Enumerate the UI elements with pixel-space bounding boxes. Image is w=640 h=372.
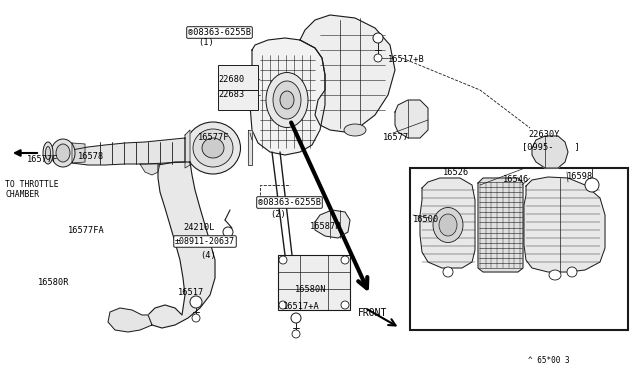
Text: 22630Y: 22630Y: [528, 130, 559, 139]
Polygon shape: [248, 130, 252, 165]
Circle shape: [291, 313, 301, 323]
Circle shape: [192, 314, 200, 322]
Circle shape: [292, 330, 300, 338]
Polygon shape: [250, 38, 325, 155]
Text: 16580R: 16580R: [38, 278, 70, 287]
Circle shape: [279, 301, 287, 309]
Bar: [278, 255, 350, 310]
Text: 16598: 16598: [567, 172, 593, 181]
Ellipse shape: [280, 91, 294, 109]
Ellipse shape: [549, 270, 561, 280]
Text: 16500: 16500: [413, 215, 439, 224]
Text: 16517: 16517: [178, 288, 204, 297]
Ellipse shape: [439, 214, 457, 236]
Text: 16577F: 16577F: [198, 133, 230, 142]
Text: 16578: 16578: [78, 152, 104, 161]
Polygon shape: [72, 143, 85, 163]
Bar: [218, 65, 258, 90]
Text: ®08363-6255B: ®08363-6255B: [258, 198, 321, 207]
Ellipse shape: [344, 124, 366, 136]
Text: ^ 65*00 3: ^ 65*00 3: [528, 356, 570, 365]
Circle shape: [279, 256, 287, 264]
Circle shape: [373, 33, 383, 43]
Ellipse shape: [266, 73, 308, 128]
Text: 16517+A: 16517+A: [283, 302, 320, 311]
Ellipse shape: [433, 208, 463, 243]
Polygon shape: [315, 210, 350, 238]
Ellipse shape: [45, 147, 51, 160]
Text: 22683: 22683: [218, 90, 244, 99]
Ellipse shape: [51, 139, 75, 167]
Text: 24210L: 24210L: [183, 223, 214, 232]
Circle shape: [443, 267, 453, 277]
Circle shape: [223, 227, 233, 237]
Polygon shape: [478, 178, 523, 272]
Polygon shape: [148, 162, 215, 328]
Ellipse shape: [202, 138, 224, 158]
Polygon shape: [72, 138, 185, 165]
Ellipse shape: [186, 122, 241, 174]
Polygon shape: [395, 100, 428, 138]
Text: ±08911-20637: ±08911-20637: [175, 237, 235, 246]
Text: [0995-    ]: [0995- ]: [522, 142, 580, 151]
Ellipse shape: [43, 142, 53, 164]
Text: TO THROTTLE
CHAMBER: TO THROTTLE CHAMBER: [5, 180, 59, 199]
Circle shape: [567, 267, 577, 277]
Text: 22680: 22680: [218, 75, 244, 84]
Circle shape: [341, 256, 349, 264]
Text: (1): (1): [198, 38, 214, 47]
Text: 16580N: 16580N: [295, 285, 326, 294]
Text: 16546: 16546: [503, 175, 529, 184]
Polygon shape: [524, 177, 605, 272]
Bar: [410, 168, 628, 330]
Text: ®08363-6255B: ®08363-6255B: [188, 28, 251, 37]
Circle shape: [374, 54, 382, 62]
Polygon shape: [108, 308, 152, 332]
Circle shape: [585, 178, 599, 192]
Text: 16526: 16526: [443, 168, 469, 177]
Ellipse shape: [273, 81, 301, 119]
Polygon shape: [420, 178, 475, 268]
Text: (2): (2): [270, 210, 285, 219]
Text: (4): (4): [200, 251, 216, 260]
Ellipse shape: [193, 129, 233, 167]
Circle shape: [190, 296, 202, 308]
Polygon shape: [140, 164, 160, 175]
Polygon shape: [185, 130, 190, 168]
Text: 16517+B: 16517+B: [388, 55, 425, 64]
Text: 16577: 16577: [383, 133, 409, 142]
Circle shape: [341, 301, 349, 309]
Text: 16577F: 16577F: [27, 155, 58, 164]
Bar: [218, 90, 258, 110]
Polygon shape: [532, 136, 568, 168]
Ellipse shape: [56, 144, 70, 162]
Polygon shape: [300, 15, 395, 132]
Text: 16587N: 16587N: [310, 222, 342, 231]
Text: 16577FA: 16577FA: [68, 226, 105, 235]
Text: FRONT: FRONT: [358, 308, 387, 318]
